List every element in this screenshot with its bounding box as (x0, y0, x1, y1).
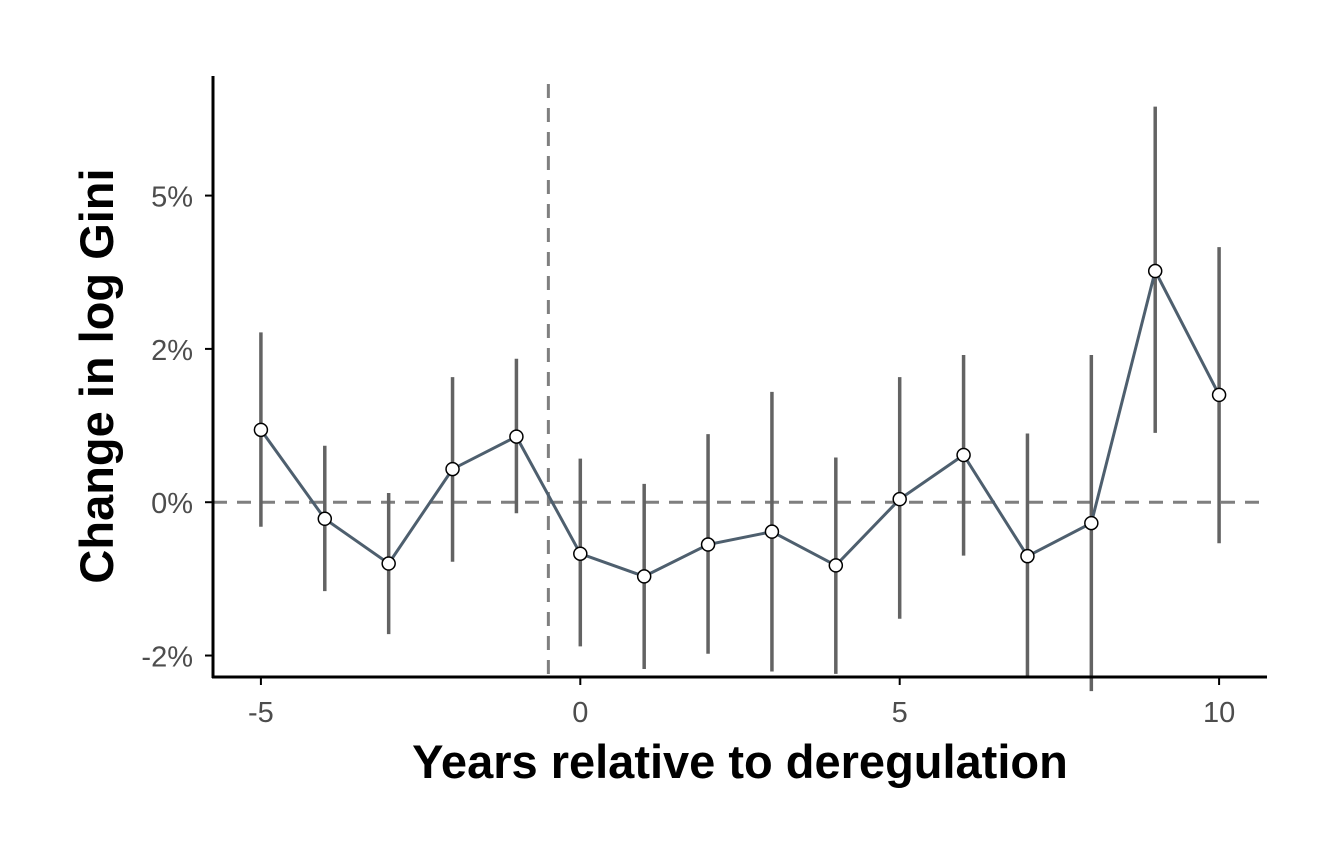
series-line-group (259, 266, 1221, 579)
data-point (1211, 387, 1227, 403)
data-point (1147, 263, 1163, 279)
data-point (509, 429, 524, 444)
data-point (445, 461, 460, 477)
error-bars (259, 106, 1221, 692)
x-axis-title: Years relative to deregulation (412, 735, 1068, 788)
y-tick-label: 5% (151, 182, 193, 214)
y-tick-label: -2% (141, 642, 193, 674)
x-tick-label: 5 (892, 697, 908, 729)
y-axis-title: Change in log Gini (70, 168, 123, 583)
x-tick-label: 10 (1203, 697, 1235, 729)
data-point (892, 491, 907, 507)
data-point (1020, 548, 1035, 564)
data-point (381, 556, 396, 571)
data-point (317, 511, 333, 527)
data-point (828, 558, 844, 573)
data-point (636, 569, 652, 584)
data-point (764, 524, 780, 539)
reference-lines (213, 84, 1267, 677)
data-point (956, 447, 971, 463)
tick-labels: -5 0 5 10 -2% 0% 2% 5% (141, 182, 1235, 729)
y-tick-label: 2% (151, 335, 193, 367)
x-tick-label: 0 (572, 697, 588, 729)
data-point (573, 546, 588, 561)
data-point (253, 422, 269, 438)
axes (211, 76, 1267, 679)
series-line (259, 266, 1221, 579)
x-tick-label: -5 (248, 697, 274, 729)
y-tick-label: 0% (151, 488, 193, 520)
data-points (253, 263, 1227, 584)
data-point (1084, 515, 1099, 531)
data-point (700, 537, 716, 552)
